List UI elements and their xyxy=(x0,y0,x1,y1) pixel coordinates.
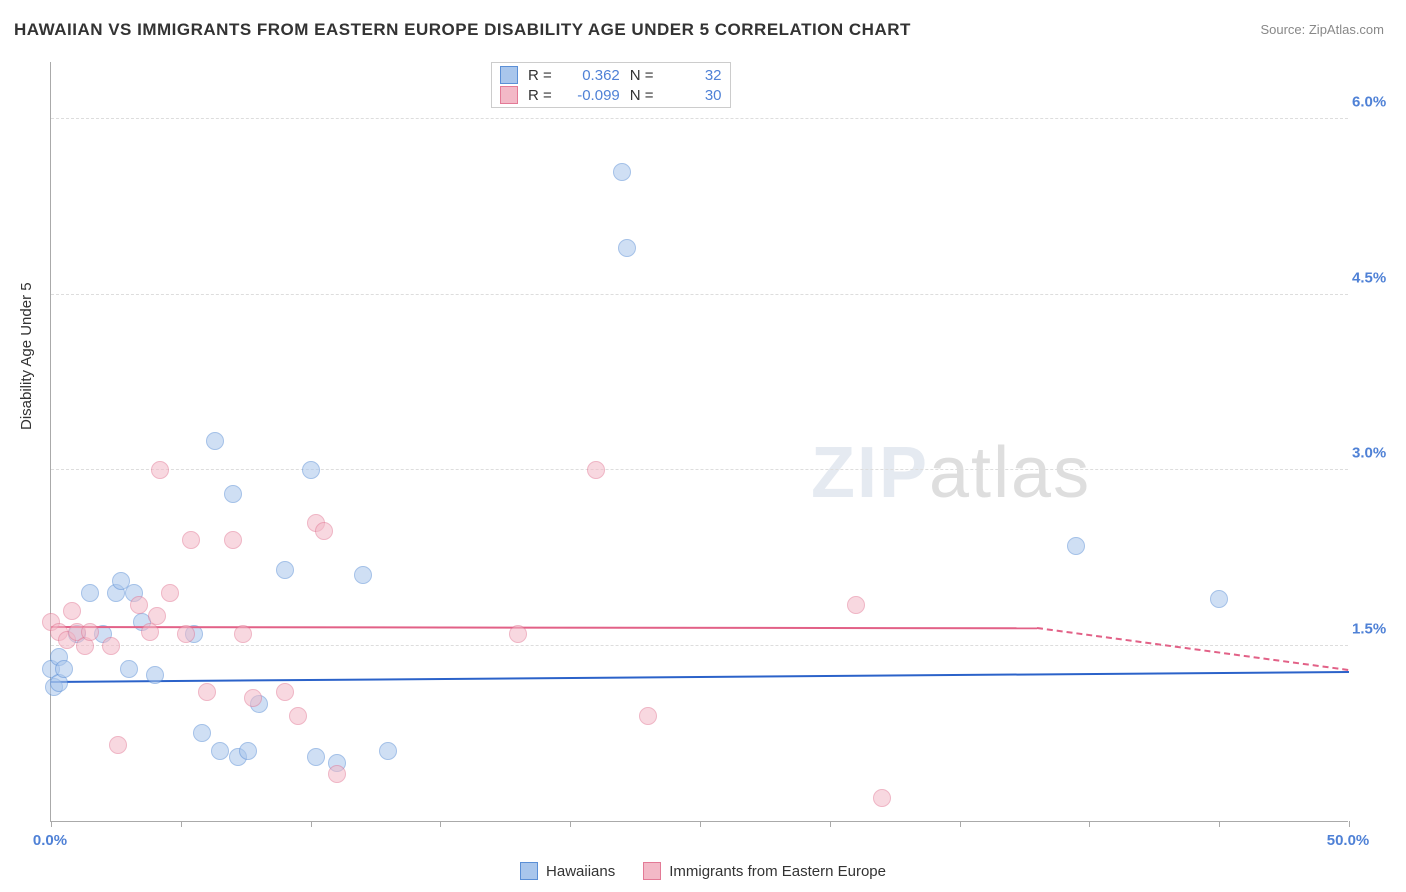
series-legend: Hawaiians Immigrants from Eastern Europe xyxy=(0,862,1406,880)
scatter-point xyxy=(1067,537,1085,555)
scatter-point xyxy=(1210,590,1228,608)
scatter-point xyxy=(315,522,333,540)
scatter-point xyxy=(161,584,179,602)
scatter-point xyxy=(130,596,148,614)
n-value: 30 xyxy=(664,87,722,104)
correlation-row: R = -0.099 N = 30 xyxy=(492,85,730,105)
x-tick xyxy=(1219,821,1220,827)
scatter-point xyxy=(328,765,346,783)
legend-swatch xyxy=(500,66,518,84)
scatter-point xyxy=(509,625,527,643)
x-tick xyxy=(1089,821,1090,827)
watermark: ZIPatlas xyxy=(811,432,1091,514)
legend-item: Hawaiians xyxy=(520,862,615,880)
scatter-point xyxy=(151,461,169,479)
scatter-point xyxy=(276,561,294,579)
scatter-point xyxy=(239,742,257,760)
n-label: N = xyxy=(630,87,654,104)
watermark-thin: atlas xyxy=(929,433,1091,513)
scatter-point xyxy=(148,607,166,625)
trend-line-dashed xyxy=(1037,627,1349,671)
x-tick xyxy=(570,821,571,827)
x-tick-label: 50.0% xyxy=(1327,832,1370,849)
y-tick-label: 4.5% xyxy=(1352,269,1402,286)
scatter-point xyxy=(198,683,216,701)
gridline xyxy=(51,294,1348,295)
correlation-legend: R = 0.362 N = 32 R = -0.099 N = 30 xyxy=(491,62,731,108)
r-label: R = xyxy=(528,87,552,104)
scatter-point xyxy=(182,531,200,549)
legend-item: Immigrants from Eastern Europe xyxy=(643,862,886,880)
chart-title: HAWAIIAN VS IMMIGRANTS FROM EASTERN EURO… xyxy=(14,20,911,40)
source-name: ZipAtlas.com xyxy=(1309,22,1384,37)
scatter-point xyxy=(587,461,605,479)
legend-label: Immigrants from Eastern Europe xyxy=(669,863,886,880)
n-value: 32 xyxy=(664,67,722,84)
scatter-point xyxy=(55,660,73,678)
scatter-point xyxy=(146,666,164,684)
scatter-point xyxy=(613,163,631,181)
scatter-point xyxy=(276,683,294,701)
gridline xyxy=(51,118,1348,119)
y-tick-label: 1.5% xyxy=(1352,620,1402,637)
source-label: Source: xyxy=(1260,22,1308,37)
scatter-point xyxy=(224,485,242,503)
y-axis-label: Disability Age Under 5 xyxy=(18,282,35,430)
plot-area: ZIPatlas R =0.362N =32R =-0.099N =30 1.5… xyxy=(50,62,1348,822)
x-tick xyxy=(311,821,312,827)
scatter-point xyxy=(81,584,99,602)
scatter-point xyxy=(307,748,325,766)
scatter-point xyxy=(109,736,127,754)
y-tick-label: 3.0% xyxy=(1352,445,1402,462)
scatter-point xyxy=(206,432,224,450)
scatter-point xyxy=(211,742,229,760)
r-value: 0.362 xyxy=(562,67,620,84)
scatter-point xyxy=(873,789,891,807)
scatter-point xyxy=(224,531,242,549)
scatter-point xyxy=(289,707,307,725)
x-tick-label: 0.0% xyxy=(33,832,67,849)
scatter-point xyxy=(847,596,865,614)
y-tick-label: 6.0% xyxy=(1352,94,1402,111)
source-attribution: Source: ZipAtlas.com xyxy=(1260,22,1384,37)
scatter-point xyxy=(177,625,195,643)
x-tick xyxy=(181,821,182,827)
scatter-point xyxy=(234,625,252,643)
scatter-point xyxy=(63,602,81,620)
x-tick xyxy=(440,821,441,827)
legend-swatch xyxy=(520,862,538,880)
scatter-point xyxy=(302,461,320,479)
correlation-row: R = 0.362 N = 32 xyxy=(492,65,730,85)
x-tick xyxy=(830,821,831,827)
scatter-point xyxy=(379,742,397,760)
x-tick xyxy=(1349,821,1350,827)
trend-line xyxy=(51,671,1349,683)
gridline xyxy=(51,469,1348,470)
x-tick xyxy=(700,821,701,827)
scatter-point xyxy=(193,724,211,742)
watermark-bold: ZIP xyxy=(811,433,929,513)
legend-swatch xyxy=(500,86,518,104)
scatter-point xyxy=(618,239,636,257)
legend-label: Hawaiians xyxy=(546,863,615,880)
n-label: N = xyxy=(630,67,654,84)
scatter-point xyxy=(354,566,372,584)
r-value: -0.099 xyxy=(562,87,620,104)
scatter-point xyxy=(102,637,120,655)
scatter-point xyxy=(120,660,138,678)
legend-swatch xyxy=(643,862,661,880)
scatter-point xyxy=(244,689,262,707)
x-tick xyxy=(960,821,961,827)
scatter-point xyxy=(81,623,99,641)
x-tick xyxy=(51,821,52,827)
r-label: R = xyxy=(528,67,552,84)
scatter-point xyxy=(639,707,657,725)
